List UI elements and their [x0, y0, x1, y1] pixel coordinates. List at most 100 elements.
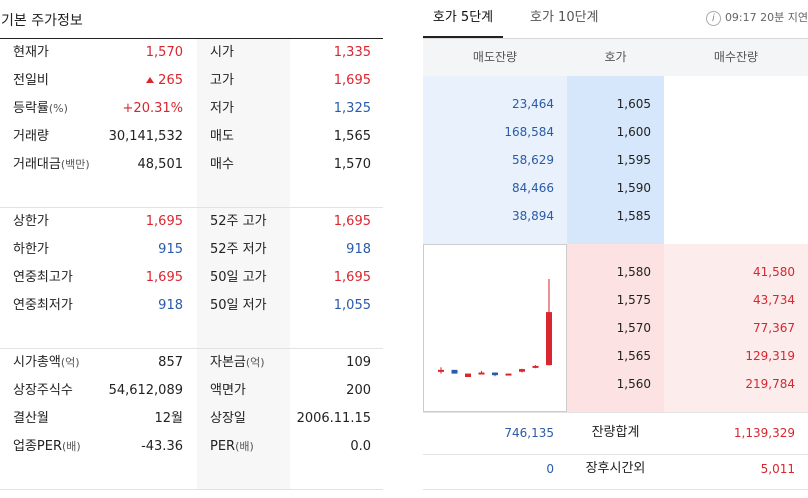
mini-candle-chart — [423, 244, 567, 412]
bid-row[interactable]: 1,570 77,367 — [423, 314, 808, 342]
candle-chart-svg — [438, 278, 552, 378]
value: 12월 — [154, 411, 183, 426]
ask-row[interactable]: 58,629 1,595 — [423, 146, 808, 174]
total-bid-qty: 1,139,329 — [733, 426, 795, 440]
tab-10-level[interactable]: 호가 10단계 — [530, 10, 599, 25]
label: 등락률(%) — [13, 101, 68, 116]
label: 시가총액(억) — [13, 355, 80, 370]
value: 54,612,089 — [108, 383, 183, 398]
value: 48,501 — [137, 157, 184, 172]
bid-row[interactable]: 1,565 129,319 — [423, 342, 808, 370]
label: 거래대금(백만) — [13, 157, 90, 172]
bid-row[interactable]: 1,580 41,580 — [423, 258, 808, 286]
ask-qty-area — [423, 76, 567, 244]
ask-row[interactable]: 38,894 1,585 — [423, 202, 808, 230]
candle-body — [478, 372, 485, 375]
up-triangle-icon — [146, 77, 155, 83]
section-divider — [0, 207, 383, 208]
after-hours-label: 장후시간외 — [585, 461, 646, 476]
candle-body — [438, 369, 444, 372]
ask-qty: 168,584 — [504, 125, 554, 139]
basic-stock-info-panel: 기본 주가정보 현재가 1,570 시가 1,335 전일비 265 고가 1,695 등락률(… — [0, 0, 383, 498]
value: 265 — [146, 67, 183, 95]
label: 하한가 — [13, 242, 49, 257]
header-ask-qty: 매도잔량 — [423, 39, 567, 76]
ask-row[interactable]: 168,584 1,600 — [423, 118, 808, 146]
bid-qty: 43,734 — [753, 293, 795, 307]
label: 시가 — [210, 45, 234, 60]
info-row: 연중최고가 1,695 50일 고가 1,695 — [0, 264, 383, 292]
delay-time: 09:17 20분 지연 — [724, 11, 808, 24]
label: 결산월 — [13, 411, 49, 426]
value: 2006.11.15 — [296, 411, 371, 426]
label: 업종PER(배) — [13, 439, 81, 454]
bid-row[interactable]: 1,560 219,784 — [423, 370, 808, 398]
info-row: 거래대금(백만) 48,501 매수 1,570 — [0, 151, 383, 179]
value: 1,325 — [333, 101, 371, 116]
section-divider — [0, 489, 383, 490]
info-row: 상한가 1,695 52주 고가 1,695 — [0, 208, 383, 236]
label: 매수 — [210, 157, 234, 172]
header-bid-qty: 매수잔량 — [664, 39, 808, 76]
label: 50일 저가 — [210, 298, 267, 313]
ask-price: 1,605 — [616, 97, 651, 111]
column-bg — [197, 39, 290, 207]
value: 915 — [158, 242, 183, 257]
ask-price: 1,600 — [616, 125, 651, 139]
info-row: 거래량 30,141,532 매도 1,565 — [0, 123, 383, 151]
candle-body — [465, 373, 471, 378]
value: 857 — [158, 355, 183, 370]
ask-qty: 23,464 — [512, 97, 554, 111]
column-bg — [197, 208, 290, 348]
label: 액면가 — [210, 383, 246, 398]
candle-body — [492, 372, 498, 376]
candle-body — [546, 312, 552, 366]
candle-body — [505, 373, 512, 376]
total-ask-qty: 746,135 — [504, 426, 554, 440]
label: 52주 저가 — [210, 242, 267, 257]
bid-qty: 77,367 — [753, 321, 795, 335]
after-hours-row: 0 장후시간외 5,011 — [423, 448, 808, 490]
tab-5-level[interactable]: 호가 5단계 — [423, 0, 503, 38]
bid-qty: 41,580 — [753, 265, 795, 279]
orderbook-divider — [423, 489, 808, 490]
value: 200 — [346, 383, 371, 398]
section-divider — [0, 348, 383, 349]
bid-row[interactable]: 1,575 43,734 — [423, 286, 808, 314]
info-row: 등락률(%) +20.31% 저가 1,325 — [0, 95, 383, 123]
info-icon[interactable]: i — [705, 11, 721, 26]
value: 1,695 — [145, 214, 183, 229]
bid-price-area — [567, 244, 664, 412]
after-bid-qty: 5,011 — [760, 462, 795, 476]
total-label: 잔량합계 — [591, 425, 640, 440]
label: 상장일 — [210, 411, 246, 426]
ask-row[interactable]: 23,464 1,605 — [423, 90, 808, 118]
label: 전일비 — [13, 73, 49, 88]
info-row: 상장주식수 54,612,089 액면가 200 — [0, 377, 383, 405]
value: 1,695 — [145, 270, 183, 285]
panel-title: 기본 주가정보 — [1, 13, 83, 29]
value: +20.31% — [122, 101, 183, 116]
ask-qty: 38,894 — [512, 209, 554, 223]
info-row: 전일비 265 고가 1,695 — [0, 67, 383, 95]
value: 1,695 — [333, 214, 371, 229]
ask-row[interactable]: 84,466 1,590 — [423, 174, 808, 202]
info-row: 시가총액(억) 857 자본금(억) 109 — [0, 349, 383, 377]
label: 상장주식수 — [13, 383, 73, 398]
column-bg — [197, 349, 290, 489]
label: 50일 고가 — [210, 270, 267, 285]
bid-qty: 219,784 — [745, 377, 795, 391]
after-ask-qty: 0 — [546, 462, 554, 476]
label: 상한가 — [13, 214, 49, 229]
value: 0.0 — [350, 439, 371, 454]
ask-price: 1,585 — [616, 209, 651, 223]
orderbook-divider — [423, 412, 808, 413]
candle-body — [451, 369, 458, 374]
candle-body — [532, 365, 539, 368]
header-price: 호가 — [567, 39, 664, 76]
info-row: 하한가 915 52주 저가 918 — [0, 236, 383, 264]
label: 저가 — [210, 101, 234, 116]
ask-price: 1,595 — [616, 153, 651, 167]
ask-price: 1,590 — [616, 181, 651, 195]
bid-qty: 129,319 — [745, 349, 795, 363]
